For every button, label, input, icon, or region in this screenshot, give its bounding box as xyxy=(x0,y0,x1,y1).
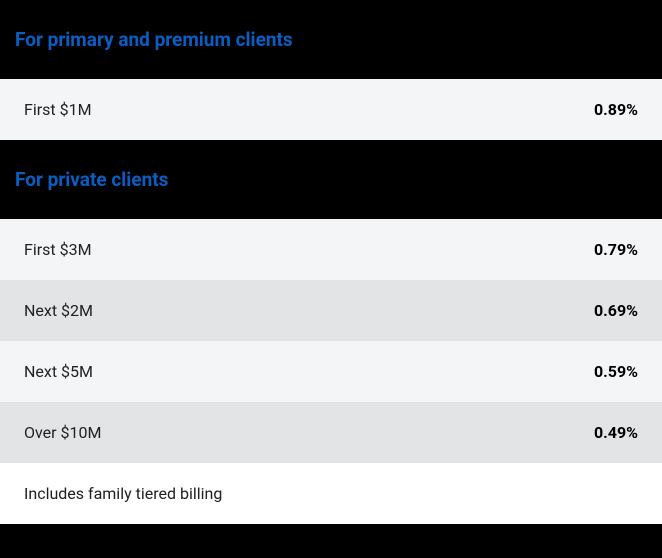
fee-row: First $1M 0.89% xyxy=(0,79,662,140)
tier-rate: 0.79% xyxy=(594,240,638,259)
primary-premium-heading: For primary and premium clients xyxy=(0,0,662,79)
fee-row: Over $10M 0.49% xyxy=(0,402,662,463)
fee-row: First $3M 0.79% xyxy=(0,219,662,280)
tier-label: First $1M xyxy=(24,100,92,119)
fee-row: Next $5M 0.59% xyxy=(0,341,662,402)
billing-note: Includes family tiered billing xyxy=(0,463,662,524)
private-clients-heading: For private clients xyxy=(0,140,662,219)
tier-label: Next $2M xyxy=(24,301,93,320)
tier-rate: 0.59% xyxy=(594,362,638,381)
tier-label: Next $5M xyxy=(24,362,93,381)
tier-rate: 0.89% xyxy=(594,100,638,119)
tier-label: First $3M xyxy=(24,240,92,259)
tier-label: Over $10M xyxy=(24,423,101,442)
tier-rate: 0.49% xyxy=(594,423,638,442)
fee-row: Next $2M 0.69% xyxy=(0,280,662,341)
tier-rate: 0.69% xyxy=(594,301,638,320)
